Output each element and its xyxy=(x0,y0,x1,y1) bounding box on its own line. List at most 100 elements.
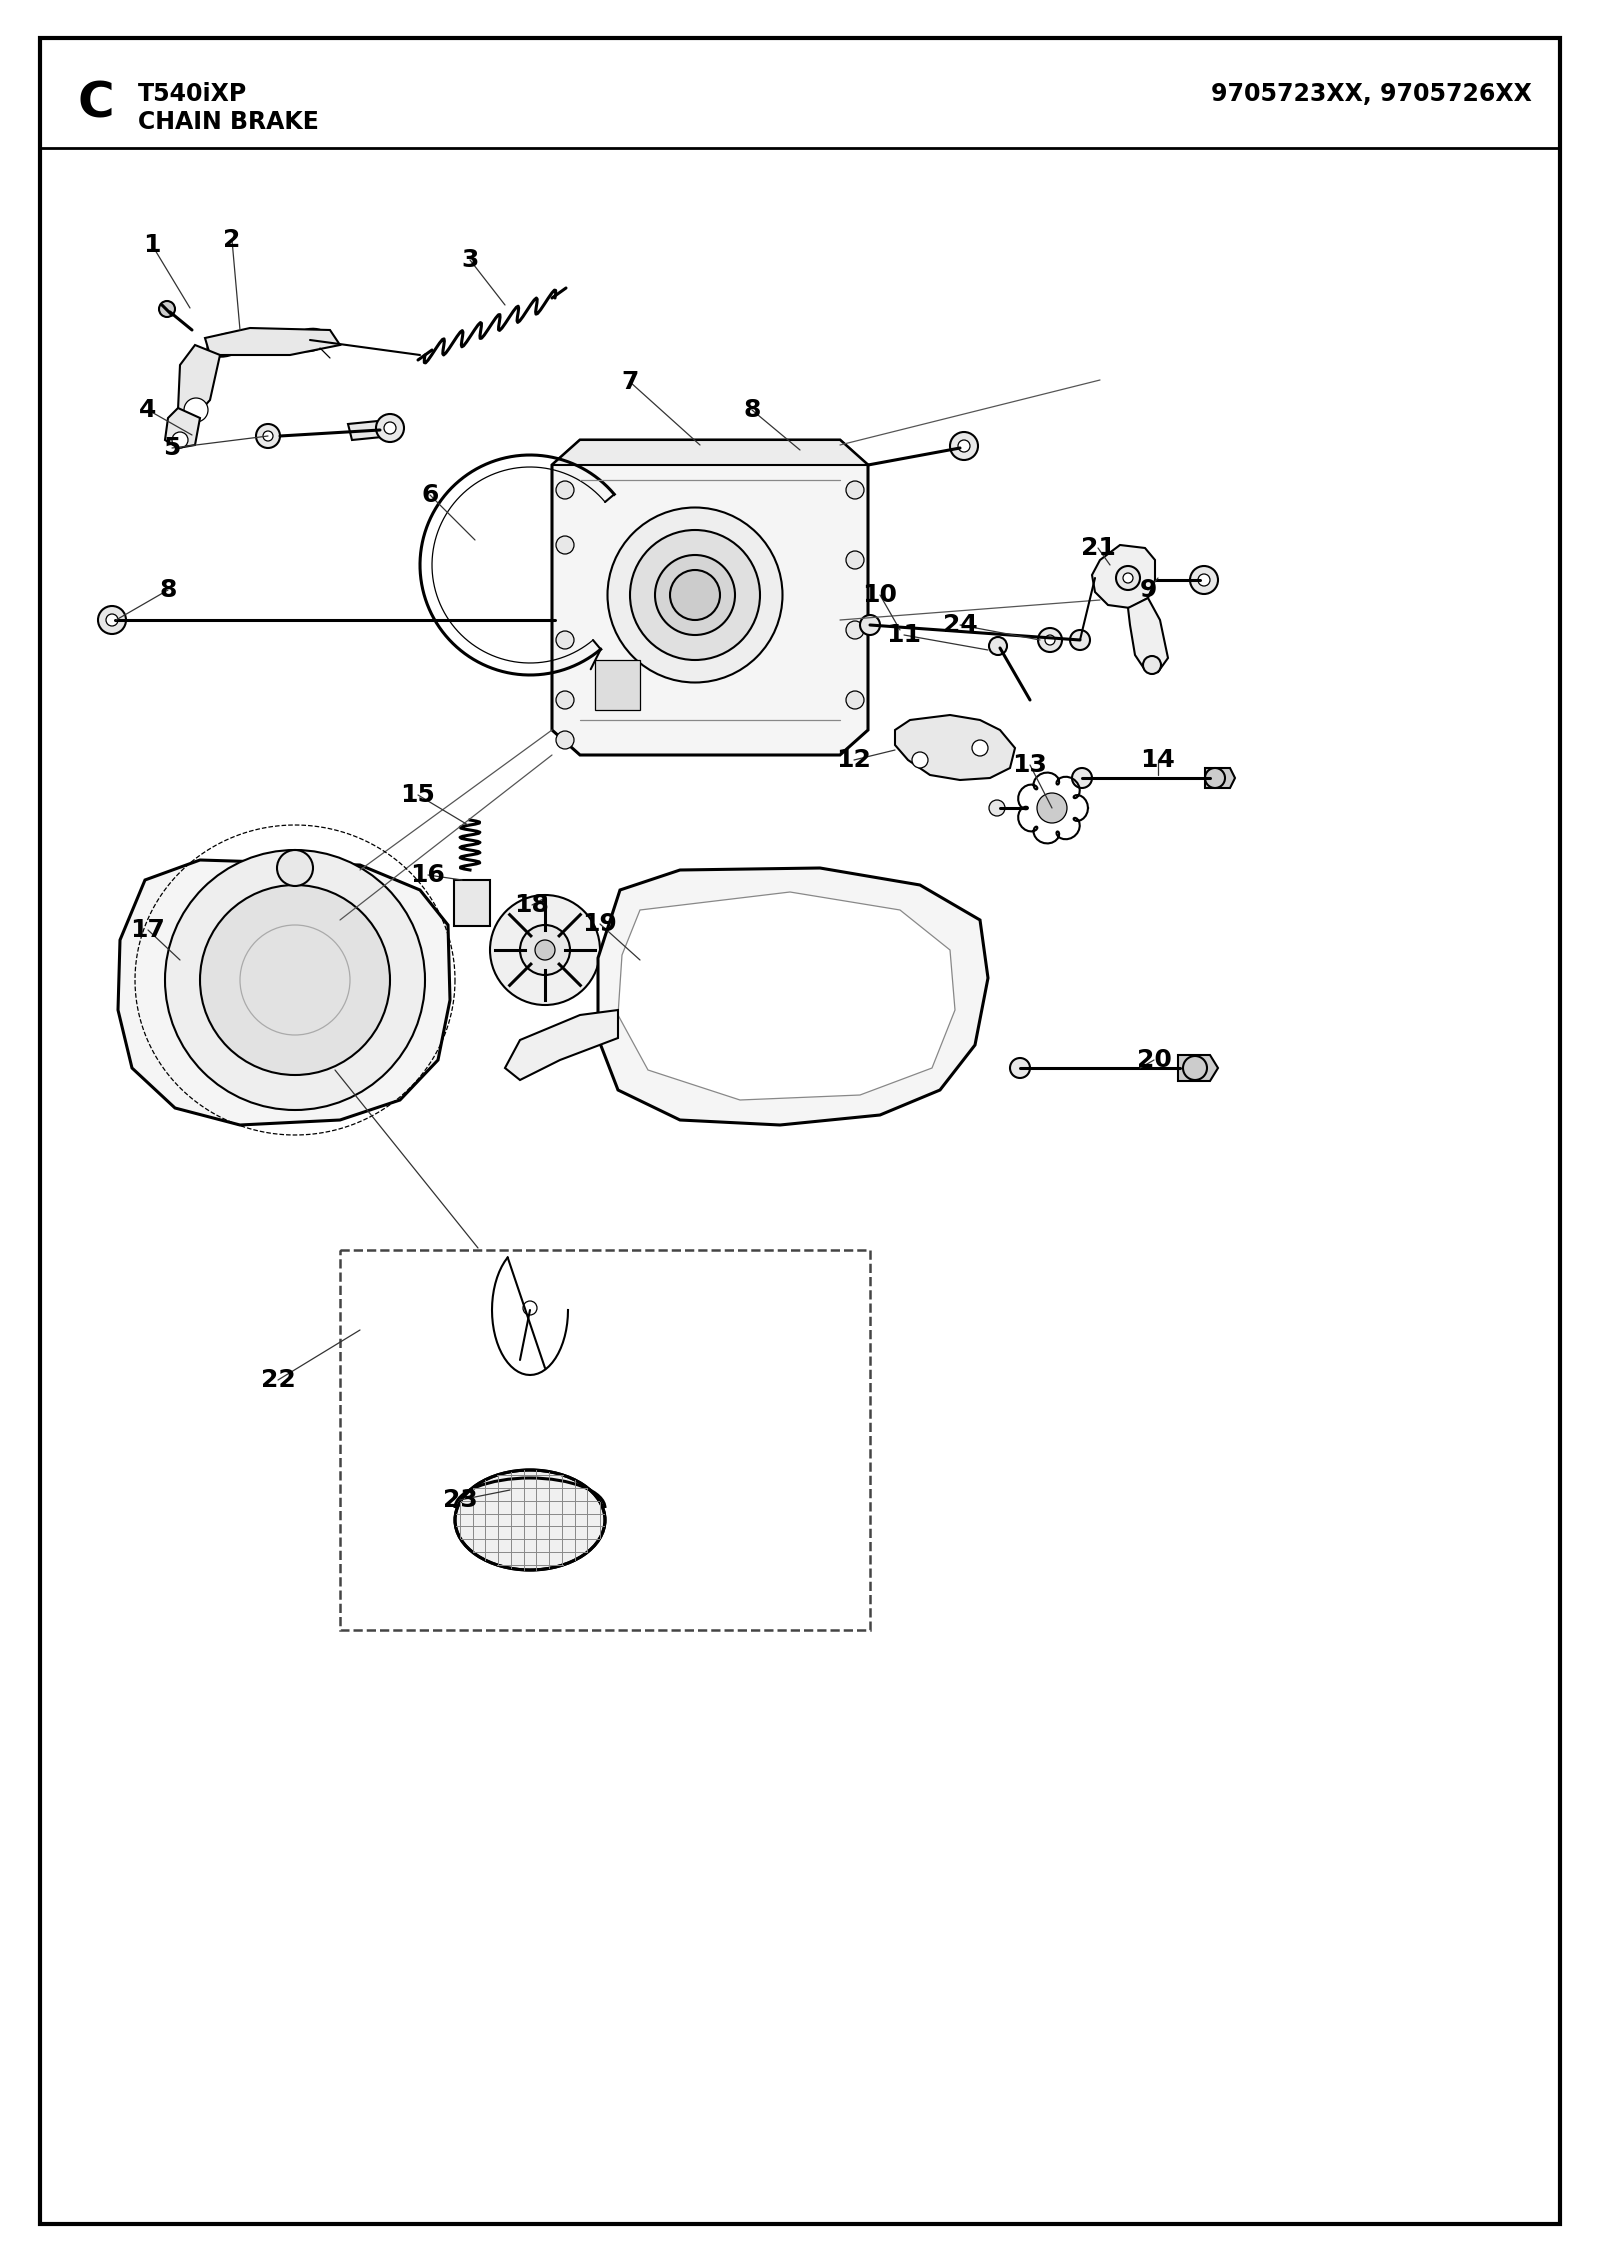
Circle shape xyxy=(184,398,208,423)
Circle shape xyxy=(1142,656,1162,674)
Polygon shape xyxy=(454,880,490,925)
Ellipse shape xyxy=(208,333,245,357)
Polygon shape xyxy=(349,421,392,441)
Circle shape xyxy=(277,851,314,887)
Polygon shape xyxy=(506,1011,618,1079)
Circle shape xyxy=(1045,636,1054,645)
Circle shape xyxy=(1070,631,1090,649)
Circle shape xyxy=(106,613,118,627)
Text: 8: 8 xyxy=(160,579,176,602)
Circle shape xyxy=(846,482,864,500)
Polygon shape xyxy=(894,715,1014,780)
Text: 24: 24 xyxy=(942,613,978,638)
Circle shape xyxy=(1190,566,1218,595)
Circle shape xyxy=(1182,1056,1206,1079)
Text: 21: 21 xyxy=(1080,536,1115,561)
Circle shape xyxy=(1117,566,1139,590)
Circle shape xyxy=(846,690,864,708)
Polygon shape xyxy=(118,860,450,1124)
Text: 23: 23 xyxy=(443,1488,477,1511)
Text: 2: 2 xyxy=(224,228,240,251)
Circle shape xyxy=(262,432,274,441)
Text: 19: 19 xyxy=(582,912,618,936)
Text: 3: 3 xyxy=(461,249,478,271)
Circle shape xyxy=(950,432,978,459)
Circle shape xyxy=(1010,1059,1030,1079)
Ellipse shape xyxy=(454,1470,605,1570)
Circle shape xyxy=(376,414,403,441)
Text: 1: 1 xyxy=(144,233,160,258)
Text: 11: 11 xyxy=(886,622,922,647)
Text: 12: 12 xyxy=(837,749,872,771)
Polygon shape xyxy=(595,661,640,710)
Text: 13: 13 xyxy=(1013,753,1048,778)
Circle shape xyxy=(958,441,970,452)
Circle shape xyxy=(861,615,880,636)
Circle shape xyxy=(534,941,555,959)
Text: 6: 6 xyxy=(421,484,438,507)
Circle shape xyxy=(1037,794,1067,823)
Circle shape xyxy=(158,301,174,317)
Circle shape xyxy=(200,884,390,1074)
Polygon shape xyxy=(1205,769,1235,787)
Circle shape xyxy=(557,690,574,708)
Circle shape xyxy=(989,638,1006,656)
Text: 15: 15 xyxy=(400,783,435,808)
Circle shape xyxy=(557,631,574,649)
Text: 5: 5 xyxy=(163,437,181,459)
Circle shape xyxy=(384,423,397,434)
Circle shape xyxy=(912,751,928,769)
Polygon shape xyxy=(165,407,200,448)
Text: 16: 16 xyxy=(411,864,445,887)
Text: CHAIN BRAKE: CHAIN BRAKE xyxy=(138,111,318,133)
Text: 22: 22 xyxy=(261,1369,296,1391)
Circle shape xyxy=(1038,629,1062,651)
Text: C: C xyxy=(78,79,115,129)
Circle shape xyxy=(846,622,864,638)
Ellipse shape xyxy=(630,529,760,661)
Text: 10: 10 xyxy=(862,584,898,606)
Circle shape xyxy=(165,851,426,1111)
Text: 7: 7 xyxy=(621,371,638,394)
Circle shape xyxy=(520,925,570,975)
Circle shape xyxy=(218,337,234,353)
Polygon shape xyxy=(618,891,955,1099)
Circle shape xyxy=(1205,769,1226,787)
Circle shape xyxy=(557,731,574,749)
Text: 9705723XX, 9705726XX: 9705723XX, 9705726XX xyxy=(1211,81,1533,106)
Polygon shape xyxy=(552,441,867,756)
Polygon shape xyxy=(178,346,221,421)
Polygon shape xyxy=(552,441,867,466)
Circle shape xyxy=(557,536,574,554)
Text: 4: 4 xyxy=(139,398,157,423)
Circle shape xyxy=(670,570,720,620)
Circle shape xyxy=(173,432,189,448)
Circle shape xyxy=(973,740,989,756)
Polygon shape xyxy=(1091,545,1155,608)
Ellipse shape xyxy=(293,328,328,351)
Circle shape xyxy=(557,482,574,500)
Text: 20: 20 xyxy=(1136,1047,1171,1072)
Text: 14: 14 xyxy=(1141,749,1176,771)
Circle shape xyxy=(490,896,600,1004)
Circle shape xyxy=(1123,572,1133,584)
Polygon shape xyxy=(598,869,989,1124)
Polygon shape xyxy=(205,328,339,355)
Ellipse shape xyxy=(608,507,782,683)
Circle shape xyxy=(846,552,864,570)
Circle shape xyxy=(989,801,1005,817)
Polygon shape xyxy=(1128,597,1168,672)
Text: 18: 18 xyxy=(515,893,549,916)
Circle shape xyxy=(1072,769,1091,787)
Circle shape xyxy=(1198,575,1210,586)
Text: T540iXP: T540iXP xyxy=(138,81,248,106)
Circle shape xyxy=(302,333,318,348)
Text: 17: 17 xyxy=(131,918,165,941)
Text: 9: 9 xyxy=(1139,579,1157,602)
Circle shape xyxy=(256,423,280,448)
Polygon shape xyxy=(605,486,630,502)
Ellipse shape xyxy=(654,554,734,636)
Circle shape xyxy=(98,606,126,633)
Polygon shape xyxy=(1178,1054,1218,1081)
Text: 8: 8 xyxy=(744,398,760,423)
